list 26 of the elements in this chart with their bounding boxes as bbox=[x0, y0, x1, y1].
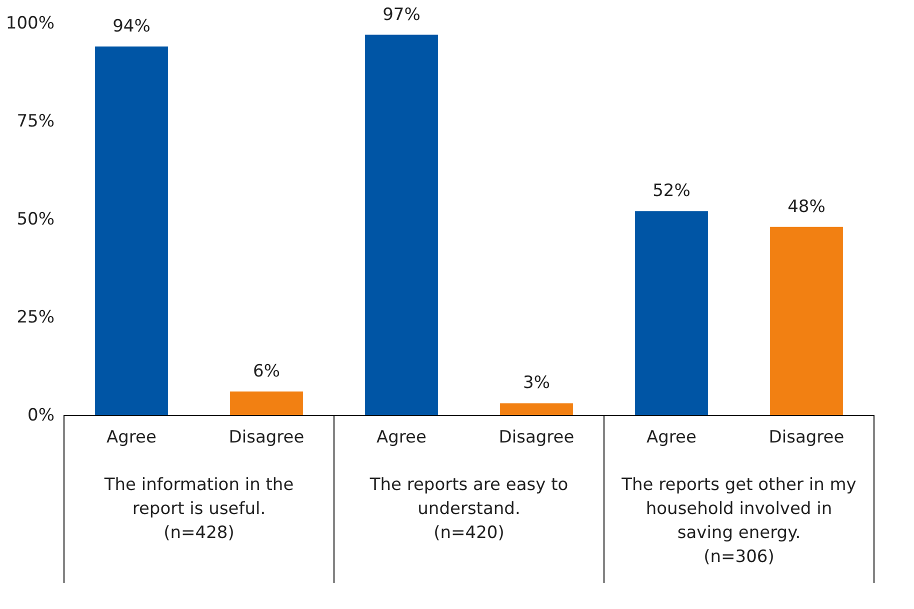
y-tick-label: 50% bbox=[16, 210, 54, 230]
data-label: 48% bbox=[788, 196, 826, 217]
x-tick-label: Disagree bbox=[228, 428, 304, 448]
x-tick-label: Agree bbox=[376, 428, 426, 448]
data-label: 3% bbox=[523, 373, 550, 394]
bar bbox=[635, 211, 708, 415]
y-tick-label: 100% bbox=[6, 14, 54, 34]
x-tick-label: Disagree bbox=[498, 428, 574, 448]
text: The reports get other in my household involved in saving energy. (n=306) bbox=[620, 475, 856, 567]
bar bbox=[230, 391, 303, 415]
text: The information in the report is useful. (n=428) bbox=[103, 475, 294, 543]
y-tick-label: 75% bbox=[16, 112, 54, 132]
text: The reports are easy to understand. (n=420) bbox=[368, 475, 568, 543]
x-tick-label: Disagree bbox=[768, 428, 844, 448]
x-tick-label: Agree bbox=[646, 428, 696, 448]
y-tick-label: 0% bbox=[28, 406, 54, 426]
data-label: 97% bbox=[382, 4, 420, 25]
data-label: 94% bbox=[112, 16, 150, 37]
y-tick-label: 25% bbox=[16, 308, 54, 328]
bar bbox=[500, 403, 573, 415]
data-label: 52% bbox=[652, 181, 690, 202]
x-tick-label: Agree bbox=[106, 428, 156, 448]
bar bbox=[770, 226, 843, 415]
bar bbox=[365, 34, 438, 415]
bar bbox=[95, 46, 168, 415]
data-label: 6% bbox=[253, 361, 280, 382]
